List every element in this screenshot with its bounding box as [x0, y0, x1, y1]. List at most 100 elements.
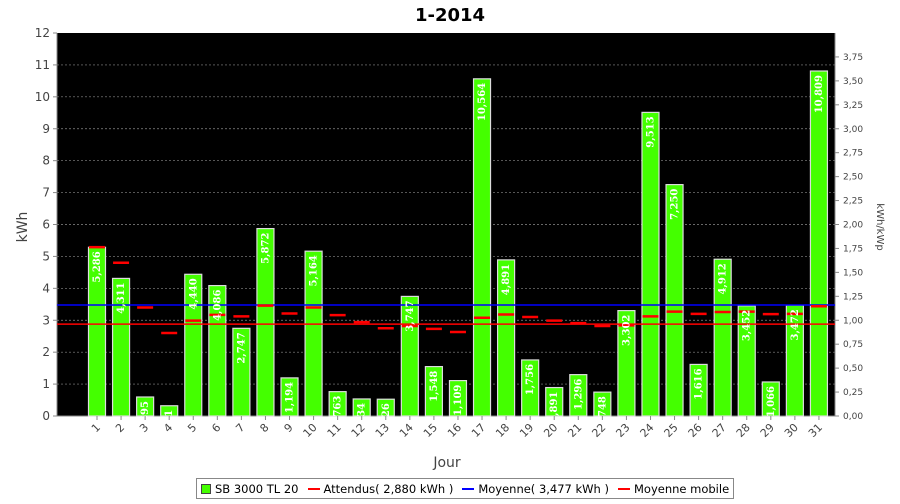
y2-tick-label: 0,25	[843, 388, 863, 398]
x-axis-ticks: 1 2 3 4 5 6 7 8 9 10 11 12 13 14 15 16 17 18 19 20 21 22 23 24 2…	[89, 416, 825, 440]
y2-axis-ticks: 0,00 0,25 0,50 0,75 1,00 1,25 1,50 1,75 2,00 2,25…	[835, 53, 863, 422]
y2-tick-label: 2,00	[843, 221, 863, 231]
data-label: 0,763	[333, 396, 344, 427]
data-label: 7,250	[670, 189, 681, 220]
legend-label-expected: Attendus( 2,880 kWh )	[323, 481, 454, 496]
x-tick-label: 24	[638, 421, 657, 440]
y2-tick-label: 2,75	[843, 149, 863, 159]
data-label: 0,748	[597, 396, 608, 427]
x-tick-label: 5	[185, 421, 199, 435]
y2-tick-label: 1,50	[843, 268, 863, 278]
data-label: 1,194	[285, 382, 296, 413]
bar	[809, 70, 829, 417]
x-tick-label: 16	[445, 421, 464, 440]
x-tick-label: 28	[734, 421, 753, 440]
x-axis-label: Jour	[432, 455, 461, 471]
data-label: 10,809	[814, 75, 825, 113]
y-tick-label: 2	[42, 345, 50, 359]
x-tick-label: 21	[565, 421, 584, 440]
y2-tick-label: 1,75	[843, 244, 863, 254]
legend-item-moving-average: Moyenne mobile	[618, 482, 729, 496]
y2-tick-label: 3,50	[843, 77, 863, 87]
x-tick-label: 9	[281, 421, 295, 435]
bar	[472, 78, 492, 417]
y2-tick-label: 2,50	[843, 173, 863, 183]
legend-item-production: SB 3000 TL 20	[201, 482, 299, 496]
data-label: 0,321	[164, 410, 175, 441]
x-tick-label: 7	[233, 421, 247, 435]
y2-axis-label: kWh/kWp	[874, 203, 885, 250]
legend: SB 3000 TL 20 Attendus( 2,880 kWh ) Moye…	[196, 478, 735, 499]
x-tick-label: 31	[806, 421, 825, 440]
data-label: 3,452	[742, 310, 753, 341]
x-tick-label: 14	[397, 421, 416, 440]
x-tick-label: 25	[662, 421, 681, 440]
y2-tick-label: 3,75	[843, 53, 863, 63]
data-label: 1,066	[766, 386, 777, 417]
y-tick-label: 0	[42, 409, 50, 423]
y-tick-label: 10	[35, 90, 50, 104]
legend-swatch-production	[201, 483, 211, 494]
legend-item-expected: Attendus( 2,880 kWh )	[307, 481, 454, 496]
legend-label-production: SB 3000 TL 20	[215, 481, 299, 496]
legend-swatch-moving-average	[618, 487, 630, 490]
data-label: 1,296	[573, 379, 584, 410]
x-tick-label: 30	[782, 421, 801, 440]
y-tick-label: 8	[42, 154, 50, 168]
x-tick-label: 6	[209, 421, 223, 435]
x-tick-label: 10	[301, 421, 320, 440]
y2-tick-label: 0,50	[843, 364, 863, 374]
x-tick-label: 8	[257, 421, 271, 435]
data-label: 2,747	[236, 332, 247, 363]
moving-average	[89, 245, 827, 335]
chart-title: 1-2014	[415, 5, 485, 26]
data-label: 1,756	[525, 364, 536, 395]
y-tick-label: 7	[42, 186, 50, 200]
y-axis-label: kWh	[15, 212, 31, 243]
data-label: 3,747	[405, 300, 416, 331]
data-label: 3,302	[621, 315, 632, 346]
data-label: 10,564	[477, 83, 488, 121]
y-tick-label: 9	[42, 122, 50, 136]
x-tick-label: 26	[686, 421, 705, 440]
x-tick-label: 27	[710, 421, 729, 440]
y-tick-label: 6	[42, 218, 50, 232]
y2-tick-label: 1,25	[843, 292, 863, 302]
y2-tick-label: 3,25	[843, 101, 863, 111]
data-label: 3,472	[790, 309, 801, 340]
data-label: 1,548	[429, 371, 440, 402]
data-label: 4,440	[188, 278, 199, 309]
y-tick-label: 11	[35, 58, 50, 72]
data-label: 9,513	[645, 116, 656, 147]
data-label: 0,891	[549, 392, 560, 423]
x-tick-label: 29	[758, 421, 777, 440]
x-tick-label: 15	[421, 421, 440, 440]
x-tick-label: 19	[517, 421, 536, 440]
y2-tick-label: 2,25	[843, 197, 863, 207]
reference-lines	[57, 304, 835, 325]
data-label: 1,109	[453, 385, 464, 416]
x-tick-label: 1	[89, 421, 103, 435]
data-label: 5,164	[309, 255, 320, 286]
data-label: 5,872	[260, 233, 271, 264]
x-tick-label: 23	[613, 421, 632, 440]
data-label: 5,286	[92, 251, 103, 282]
bars	[87, 70, 829, 417]
data-labels: 5,2864,3110,5950,3214,4404,0862,7475,872…	[92, 75, 825, 441]
y-tick-label: 1	[42, 377, 50, 391]
data-label: 4,311	[116, 282, 127, 313]
y-tick-label: 12	[35, 26, 50, 40]
bar	[641, 111, 660, 417]
data-label: 4,912	[718, 263, 729, 294]
y2-tick-label: 0,75	[843, 340, 863, 350]
x-tick-label: 2	[113, 421, 127, 435]
legend-swatch-expected	[307, 487, 320, 490]
y-tick-label: 4	[42, 281, 50, 295]
legend-swatch-average	[462, 487, 475, 490]
legend-item-average: Moyenne( 3,477 kWh )	[462, 482, 609, 496]
data-label: 4,891	[501, 264, 512, 295]
y2-tick-label: 3,00	[843, 125, 863, 135]
x-tick-label: 18	[493, 421, 512, 440]
data-label: 4,086	[212, 290, 223, 321]
